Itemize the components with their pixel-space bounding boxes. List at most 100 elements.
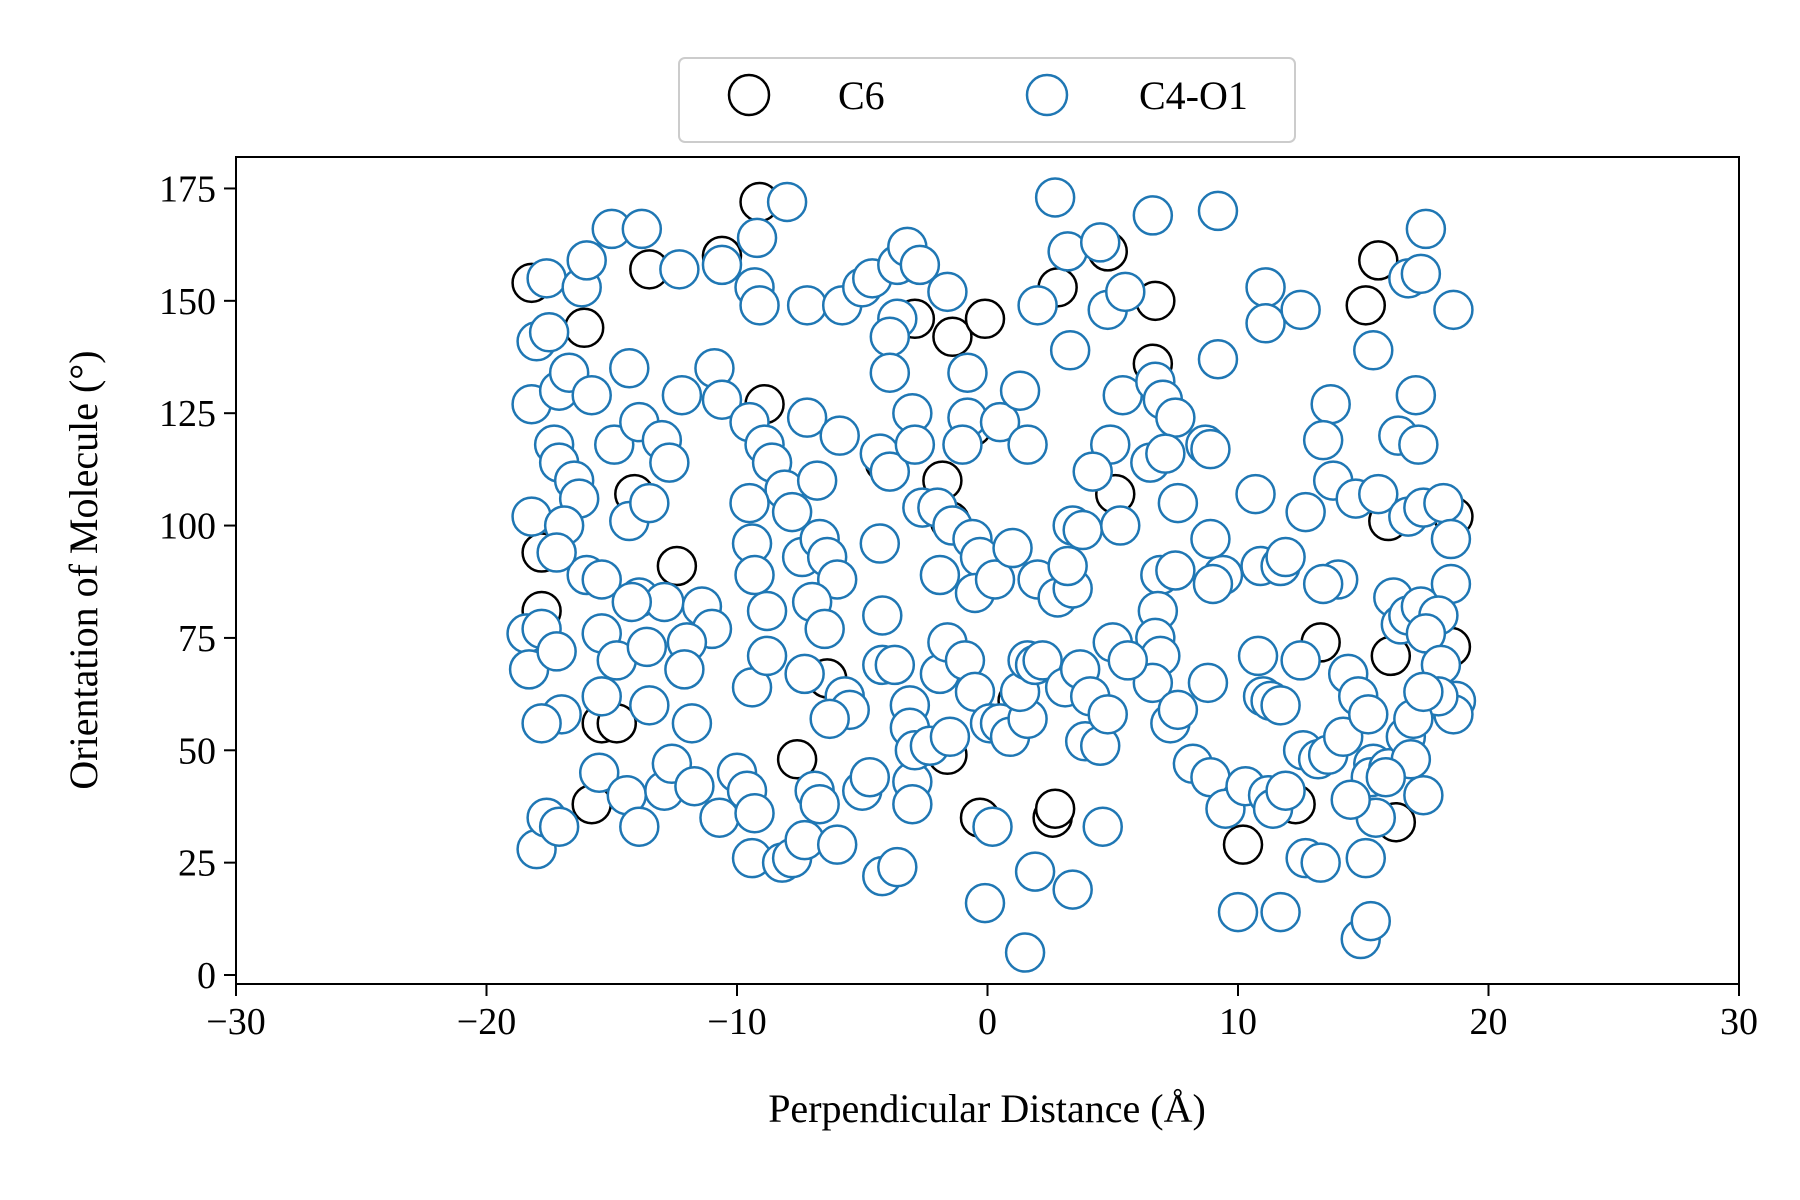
- data-point: [1365, 757, 1407, 798]
- data-point: [1348, 694, 1389, 735]
- data-point: [1157, 689, 1199, 731]
- data-point: [1132, 662, 1174, 704]
- x-tick-label: 10: [1219, 1001, 1257, 1043]
- data-point: [1302, 419, 1344, 461]
- data-point: [974, 559, 1016, 600]
- data-point: [1265, 770, 1306, 811]
- y-axis-title: Orientation of Molecule (°): [61, 350, 106, 789]
- data-point: [1300, 842, 1341, 883]
- data-point: [1197, 339, 1239, 380]
- data-point: [1052, 869, 1093, 910]
- data-point: [932, 316, 973, 358]
- data-point: [736, 217, 778, 259]
- data-point: [804, 608, 845, 650]
- data-point: [1155, 397, 1196, 438]
- data-point: [816, 559, 858, 600]
- data-point: [1350, 900, 1392, 942]
- data-point: [1192, 563, 1234, 605]
- data-point: [581, 559, 622, 600]
- y-axis: 0 25 50 75 100 125 150 175: [159, 168, 236, 997]
- data-point: [701, 244, 743, 286]
- data-point: [892, 783, 933, 825]
- data-point: [1353, 330, 1394, 371]
- data-point: [964, 882, 1006, 924]
- data-point: [1245, 303, 1286, 344]
- data-point: [1157, 482, 1199, 524]
- data-point: [809, 698, 850, 740]
- points-layer: [506, 177, 1477, 973]
- legend-marker-c6: [727, 73, 771, 117]
- data-point: [859, 523, 901, 564]
- data-point: [581, 676, 622, 717]
- data-point: [1403, 671, 1444, 713]
- data-point: [1235, 473, 1276, 515]
- data-point: [1245, 267, 1286, 308]
- y-tick-label: 75: [178, 618, 216, 660]
- data-point: [1330, 779, 1371, 820]
- x-tick-label: 20: [1470, 1001, 1508, 1043]
- data-point: [947, 352, 988, 393]
- data-point: [1285, 491, 1326, 533]
- data-point: [1260, 891, 1301, 933]
- data-point: [1423, 482, 1464, 524]
- data-point: [746, 635, 788, 677]
- data-point: [664, 649, 705, 690]
- legend: C6 C4-O1: [678, 57, 1296, 143]
- data-point: [766, 181, 808, 223]
- data-point: [734, 554, 775, 596]
- data-point: [674, 765, 715, 807]
- data-point: [1187, 662, 1229, 704]
- y-tick-label: 175: [159, 168, 216, 210]
- data-point: [874, 644, 916, 686]
- data-point: [1049, 330, 1091, 371]
- y-tick-label: 25: [178, 843, 216, 885]
- data-point: [701, 379, 743, 420]
- data-point: [1107, 640, 1149, 681]
- data-point: [899, 244, 941, 286]
- data-point: [1310, 383, 1351, 425]
- data-point: [1260, 685, 1301, 726]
- data-point: [929, 716, 971, 758]
- legend-label-c6: C6: [838, 73, 885, 118]
- data-point: [611, 581, 653, 623]
- data-point: [919, 554, 961, 596]
- data-point: [1190, 518, 1231, 560]
- data-point: [563, 307, 605, 349]
- x-tick-label: −30: [206, 1001, 265, 1043]
- data-point: [869, 451, 911, 492]
- data-point: [536, 631, 577, 672]
- y-tick-label: 0: [197, 955, 216, 997]
- data-point: [621, 208, 663, 250]
- data-point: [927, 271, 968, 313]
- data-point: [1062, 509, 1103, 551]
- data-point: [619, 806, 660, 847]
- data-point: [1034, 177, 1076, 218]
- data-point: [536, 532, 577, 573]
- data-point: [877, 846, 918, 888]
- legend-label-c4-o1: C4-O1: [1139, 73, 1248, 118]
- data-point: [1302, 563, 1344, 605]
- data-point: [526, 258, 567, 299]
- data-point: [629, 482, 670, 524]
- data-point: [1433, 289, 1474, 331]
- data-point: [972, 806, 1013, 847]
- data-point: [1105, 271, 1146, 313]
- series-c4-o1: [506, 177, 1477, 973]
- data-point: [1007, 424, 1048, 465]
- data-point: [578, 752, 620, 794]
- legend-box: [678, 57, 1296, 143]
- data-point: [1395, 374, 1437, 416]
- data-point: [629, 685, 670, 726]
- y-tick-label: 50: [178, 730, 216, 772]
- data-point: [1087, 694, 1128, 735]
- data-point: [799, 783, 840, 825]
- data-point: [1072, 451, 1113, 492]
- data-point: [671, 703, 713, 744]
- data-point: [1155, 550, 1196, 591]
- data-point: [786, 397, 828, 438]
- data-point: [942, 424, 983, 465]
- data-point: [1047, 545, 1088, 587]
- data-point: [816, 824, 858, 865]
- data-point: [1345, 837, 1387, 879]
